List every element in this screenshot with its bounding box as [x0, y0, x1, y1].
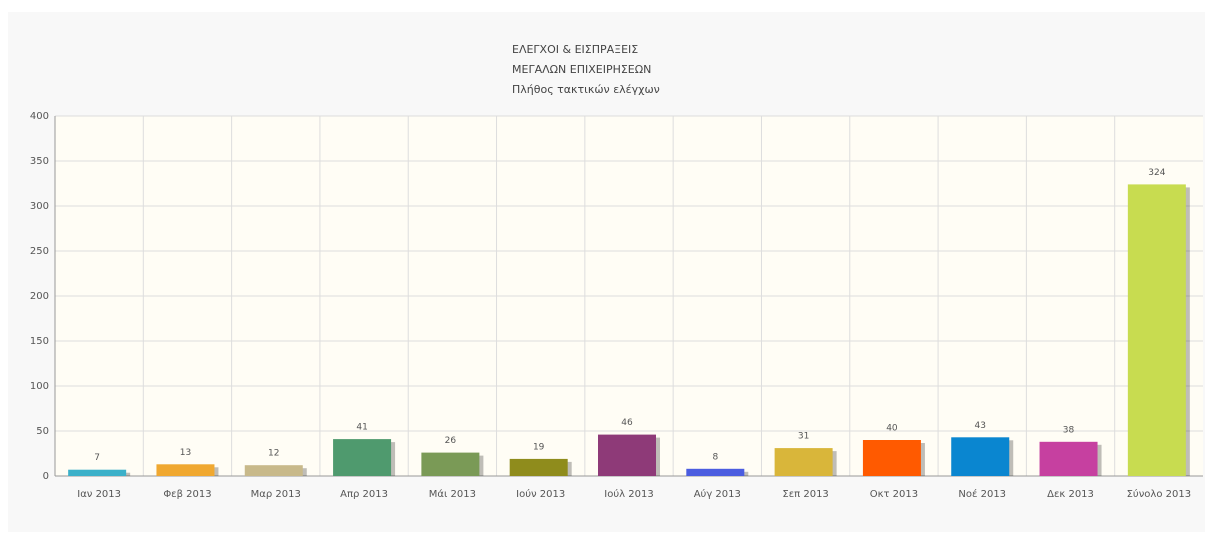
x-tick-label: Ιούν 2013 [516, 488, 565, 500]
bar [333, 439, 392, 476]
bar [509, 458, 568, 476]
x-tick-label: Μαρ 2013 [251, 489, 301, 500]
x-tick-label: Οκτ 2013 [870, 489, 918, 500]
bar [862, 440, 921, 476]
data-label: 38 [1063, 425, 1075, 435]
x-tick-label: Σύνολο 2013 [1127, 488, 1191, 500]
data-label: 8 [712, 452, 718, 462]
y-tick-label: 250 [30, 246, 49, 257]
bar [244, 465, 303, 476]
x-tick-label: Φεβ 2013 [163, 489, 211, 500]
y-tick-label: 150 [30, 336, 49, 347]
data-label: 13 [180, 448, 191, 458]
data-label: 40 [886, 424, 898, 434]
axis-title: Πλήθος τακτικών ελέγχων [512, 83, 660, 96]
y-tick-label: 400 [30, 111, 49, 122]
bar [774, 448, 833, 476]
y-tick-label: 100 [30, 381, 49, 392]
data-label: 41 [356, 423, 367, 433]
bar [68, 469, 127, 476]
data-label: 43 [975, 421, 986, 431]
bar [156, 464, 215, 476]
chart-subtitle: ΜΕΓΑΛΩΝ ΕΠΙΧΕΙΡΗΣΕΩΝ [512, 63, 651, 76]
x-tick-label: Απρ 2013 [340, 489, 388, 500]
x-tick-label: Μάι 2013 [429, 488, 476, 500]
bar [598, 434, 656, 476]
x-tick-label: Δεκ 2013 [1047, 489, 1094, 500]
x-tick-label: Νοέ 2013 [958, 488, 1006, 500]
x-tick-label: Αύγ 2013 [694, 488, 741, 500]
y-tick-label: 200 [30, 291, 49, 302]
x-tick-label: Σεπ 2013 [782, 489, 828, 500]
bar [951, 437, 1010, 476]
data-label: 324 [1148, 168, 1165, 178]
bar [1127, 184, 1186, 476]
x-tick-label: Ιαν 2013 [77, 489, 121, 500]
data-label: 7 [94, 453, 100, 463]
chart-title: ΕΛΕΓΧΟΙ & ΕΙΣΠΡΑΞΕΙΣ [512, 43, 638, 56]
data-label: 46 [621, 418, 633, 428]
data-label: 19 [533, 442, 545, 452]
bar [1039, 441, 1098, 476]
data-label: 26 [445, 436, 457, 446]
data-label: 31 [798, 432, 809, 442]
y-tick-label: 350 [30, 156, 49, 167]
y-tick-label: 300 [30, 201, 49, 212]
y-tick-label: 0 [43, 471, 49, 482]
y-tick-label: 50 [36, 426, 49, 437]
x-tick-label: Ιούλ 2013 [604, 488, 653, 500]
bar [421, 452, 480, 476]
data-label: 12 [268, 449, 279, 459]
bar [686, 468, 745, 476]
